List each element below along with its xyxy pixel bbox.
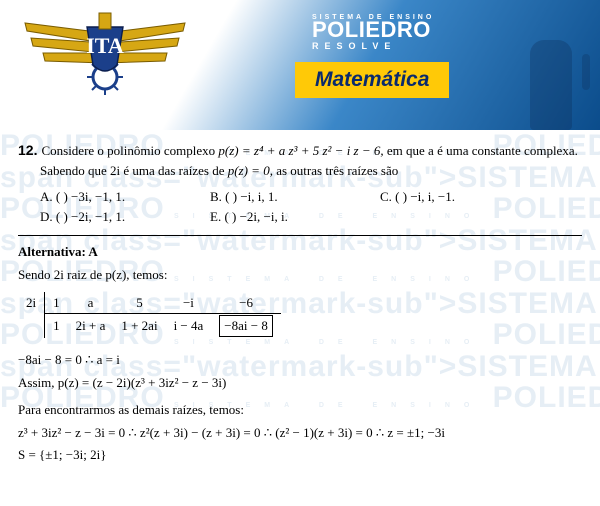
syn-root: 2i [18,292,45,314]
sol-line5: z³ + 3iz² − z − 3i = 0 ∴ z²(z + 3i) − (z… [18,423,582,443]
brand-name: POLIEDRO [312,21,434,40]
synthetic-division: 2i 1 a 5 −i −6 1 2i + a 1 + 2ai i − 4a −… [18,292,281,338]
sol-line3: Assim, p(z) = (z − 2i)(z³ + 3iz² − z − 3… [18,373,582,393]
syn-r2c3: 1 + 2ai [113,314,165,338]
stem-part3: as outras três raízes são [273,163,398,178]
option-e: E. ( ) −2i, −i, i. [210,207,380,227]
option-d: D. ( ) −2i, −1, 1. [40,207,210,227]
content: 12. Considere o polinômio complexo p(z) =… [0,130,600,478]
subject-label: Matemática [315,68,429,91]
stem-poly2: p(z) = 0, [228,163,273,178]
divider [18,235,582,236]
syn-r1c5: −6 [211,292,281,314]
brand-line2: RESOLVE [312,41,434,51]
option-c: C. ( ) −i, i, −1. [380,187,582,207]
syn-r2c1: 1 [45,314,68,338]
syn-r1c3: 5 [113,292,165,314]
syn-r1c1: 1 [45,292,68,314]
header: ITA SISTEMA DE ENSINO POLIEDRO RESOLVE M… [0,0,600,130]
sol-line1: Sendo 2i raiz de p(z), temos: [18,265,582,285]
sol-line4: Para encontrarmos as demais raízes, temo… [18,400,582,420]
stem-part1: Considere o polinômio complexo [41,143,218,158]
figure-handle [582,54,590,90]
syn-r2c4: i − 4a [166,314,212,338]
question-number: 12. [18,142,37,158]
logo-ita-wings: ITA [15,5,195,100]
brand-block: SISTEMA DE ENSINO POLIEDRO RESOLVE [312,14,434,51]
sol-line2: −8ai − 8 = 0 ∴ a = i [18,350,582,370]
syn-r1c4: −i [166,292,212,314]
syn-r1c2: a [68,292,114,314]
option-b: B. ( ) −i, i, 1. [210,187,380,207]
question-stem: 12. Considere o polinômio complexo p(z) =… [18,140,582,181]
sol-line6: S = {±1; −3i; 2i} [18,445,582,465]
syn-r2c5: −8ai − 8 [211,314,281,338]
solution: Sendo 2i raiz de p(z), temos: 2i 1 a 5 −… [18,265,582,465]
stem-poly: p(z) = z⁴ + a z³ + 5 z² − i z − 6, [218,143,383,158]
options-grid: A. ( ) −3i, −1, 1. B. ( ) −i, i, 1. C. (… [18,187,582,227]
option-a: A. ( ) −3i, −1, 1. [40,187,210,207]
answer-label: Alternativa: A [18,242,582,262]
subject-band: Matemática [295,62,449,98]
svg-text:ITA: ITA [86,33,124,58]
syn-r2c2: 2i + a [68,314,114,338]
